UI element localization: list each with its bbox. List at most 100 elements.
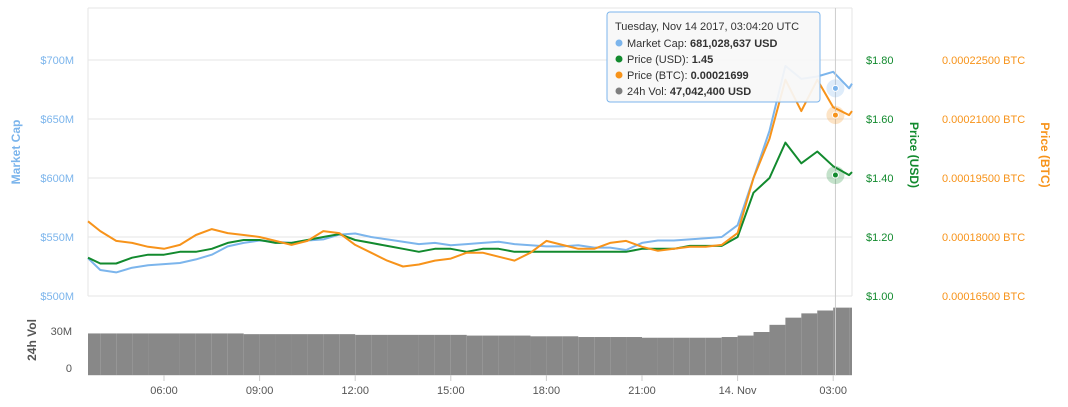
volume-bar — [514, 335, 531, 375]
volume-bar — [148, 333, 164, 375]
price-btc-line — [87, 78, 853, 268]
x-tick-label: 21:00 — [628, 385, 656, 397]
volume-bar — [642, 337, 658, 375]
volume-axis-ticks: 0 30M — [51, 326, 72, 375]
volume-bar — [195, 333, 212, 375]
volume-bar — [88, 333, 101, 375]
volume-bar — [578, 337, 595, 375]
x-tick-label: 12:00 — [341, 385, 369, 397]
volume-bar — [721, 337, 738, 375]
volume-bar — [689, 337, 706, 375]
volume-bar — [530, 336, 547, 375]
y-tick-label: $550M — [40, 232, 74, 244]
volume-bar — [116, 333, 133, 375]
x-tick-label: 18:00 — [533, 385, 561, 397]
hover-point — [831, 171, 839, 179]
volume-bar — [546, 336, 563, 375]
y-tick-label: 30M — [51, 326, 72, 338]
volume-bar — [100, 333, 117, 375]
volume-bar — [594, 337, 611, 375]
tooltip-row: Market Cap: 681,028,637 USD — [627, 38, 777, 50]
volume-bar — [211, 333, 228, 375]
y-tick-label: 0.00022500 BTC — [942, 55, 1025, 67]
y-tick-label: $1.80 — [866, 55, 894, 67]
volume-bar — [323, 334, 340, 375]
y-tick-label: $1.60 — [866, 114, 894, 126]
volume-bar — [403, 334, 419, 375]
volume-bar — [466, 335, 483, 375]
x-tick-label: 14. Nov — [719, 385, 757, 397]
volume-bar — [339, 334, 356, 375]
volume-bar — [275, 334, 292, 375]
price-btc-axis-ticks: 0.00016500 BTC 0.00018000 BTC 0.00019500 B… — [942, 55, 1025, 303]
volume-bar — [626, 337, 642, 375]
volume-bar — [227, 333, 244, 375]
y-tick-label: $1.20 — [866, 232, 894, 244]
y-tick-label: $700M — [40, 55, 74, 67]
tooltip-swatch — [615, 87, 623, 95]
volume-bar — [833, 307, 850, 375]
x-tick-label: 15:00 — [437, 385, 465, 397]
volume-bar — [785, 317, 802, 375]
x-tick-label: 09:00 — [246, 385, 274, 397]
volume-bar — [418, 334, 435, 375]
tooltip-swatch — [615, 55, 623, 63]
tooltip-swatch — [615, 71, 623, 79]
volume-bar — [132, 333, 149, 375]
volume-bar — [307, 334, 324, 375]
y-tick-label: 0.00019500 BTC — [942, 173, 1025, 185]
y-tick-label: 0 — [66, 363, 72, 375]
y-tick-label: 0.00016500 BTC — [942, 291, 1025, 303]
y-tick-label: $500M — [40, 291, 74, 303]
tooltip: Tuesday, Nov 14 2017, 03:04:20 UTC Marke… — [606, 11, 821, 103]
volume-bar — [371, 334, 388, 375]
volume-bar — [817, 310, 834, 375]
market-cap-axis-ticks: $500M $550M $600M $650M $700M — [40, 55, 74, 303]
volume-bar — [243, 334, 260, 375]
volume-bar — [737, 335, 754, 375]
price-usd-axis-ticks: $1.00 $1.20 $1.40 $1.60 $1.80 — [866, 55, 894, 303]
tooltip-row: 24h Vol: 47,042,400 USD — [627, 86, 751, 98]
volume-bar — [498, 335, 515, 375]
volume-bar — [849, 307, 852, 375]
volume-bar — [801, 313, 818, 375]
tooltip-header: Tuesday, Nov 14 2017, 03:04:20 UTC — [615, 21, 799, 33]
y-tick-label: $1.40 — [866, 173, 894, 185]
y-tick-label: $1.00 — [866, 291, 894, 303]
price-usd-axis-title: Price (USD) — [907, 122, 921, 188]
volume-bar — [753, 332, 770, 375]
price-btc-axis-title: Price (BTC) — [1038, 122, 1052, 187]
hover-point — [831, 84, 839, 92]
volume-bar — [657, 337, 674, 375]
volume-bar — [705, 337, 722, 375]
y-tick-label: $600M — [40, 173, 74, 185]
y-tick-label: 0.00021000 BTC — [942, 114, 1025, 126]
volume-bar — [562, 336, 579, 375]
volume-bar — [179, 333, 196, 375]
volume-bar — [355, 334, 372, 375]
x-tick-label: 06:00 — [150, 385, 178, 397]
tooltip-row: Price (BTC): 0.00021699 — [627, 70, 749, 82]
tooltip-row: Price (USD): 1.45 — [627, 54, 713, 66]
volume-bar — [450, 334, 467, 375]
time-axis-ticks: 06:00 09:00 12:00 15:00 18:00 21:00 14. Nov 03:… — [150, 375, 847, 397]
volume-axis-title: 24h Vol — [25, 319, 39, 361]
volume-bar — [610, 337, 627, 375]
volume-series — [88, 307, 852, 375]
volume-bar — [482, 335, 499, 375]
y-tick-label: $650M — [40, 114, 74, 126]
volume-bar — [164, 333, 180, 375]
x-tick-label: 03:00 — [819, 385, 847, 397]
volume-bar — [769, 324, 786, 375]
volume-bar — [259, 334, 276, 375]
hover-markers — [826, 79, 845, 185]
market-cap-line — [87, 64, 853, 274]
market-cap-axis-title: Market Cap — [9, 120, 23, 185]
volume-bar — [387, 334, 403, 375]
tooltip-swatch — [615, 39, 623, 47]
volume-bar — [291, 334, 308, 375]
volume-bar — [673, 337, 690, 375]
price-usd-line — [87, 141, 853, 265]
hover-point — [831, 111, 839, 119]
